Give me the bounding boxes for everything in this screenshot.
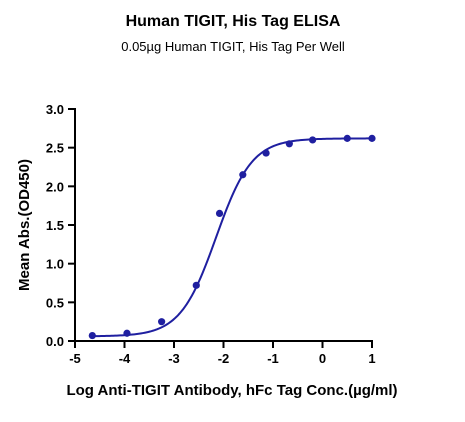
x-tick-label: -1: [267, 351, 279, 366]
data-point: [239, 171, 247, 179]
chart-title: Human TIGIT, His Tag ELISA: [126, 13, 341, 30]
data-point: [285, 140, 293, 148]
data-points: [88, 134, 376, 340]
fit-curve: [92, 137, 372, 338]
y-tick-label: 2.0: [46, 179, 64, 194]
x-tick-label: 0: [319, 351, 326, 366]
x-tick-label: -2: [218, 351, 230, 366]
data-point: [309, 136, 317, 144]
y-tick-label: 3.0: [46, 102, 64, 117]
y-tick-label: 1.5: [46, 218, 64, 233]
data-point: [262, 149, 270, 157]
x-tick-label: -4: [119, 351, 131, 366]
y-tick-label: 0.0: [46, 334, 64, 349]
y-ticks: 0.0 0.5 1.0 1.5 2.0 2.5 3.0: [46, 102, 75, 349]
x-axis-label: Log Anti-TIGIT Antibody, hFc Tag Conc.(µ…: [66, 382, 397, 399]
y-axis-label: Mean Abs.(OD450): [16, 159, 33, 291]
data-point: [158, 318, 166, 326]
data-point: [368, 134, 376, 142]
x-tick-label: -3: [168, 351, 180, 366]
x-tick-label: -5: [69, 351, 81, 366]
data-point: [215, 209, 224, 217]
x-ticks: -5 -4 -3 -2 -1 0 1: [69, 341, 376, 366]
y-tick-label: 1.0: [46, 257, 64, 272]
data-point: [192, 281, 200, 289]
data-point: [88, 331, 96, 340]
y-tick-label: 2.5: [46, 141, 64, 156]
y-tick-label: 0.5: [46, 295, 64, 310]
data-point: [343, 134, 351, 142]
data-point: [123, 329, 131, 337]
x-tick-label: 1: [368, 351, 375, 366]
chart-subtitle: 0.05µg Human TIGIT, His Tag Per Well: [121, 39, 345, 54]
